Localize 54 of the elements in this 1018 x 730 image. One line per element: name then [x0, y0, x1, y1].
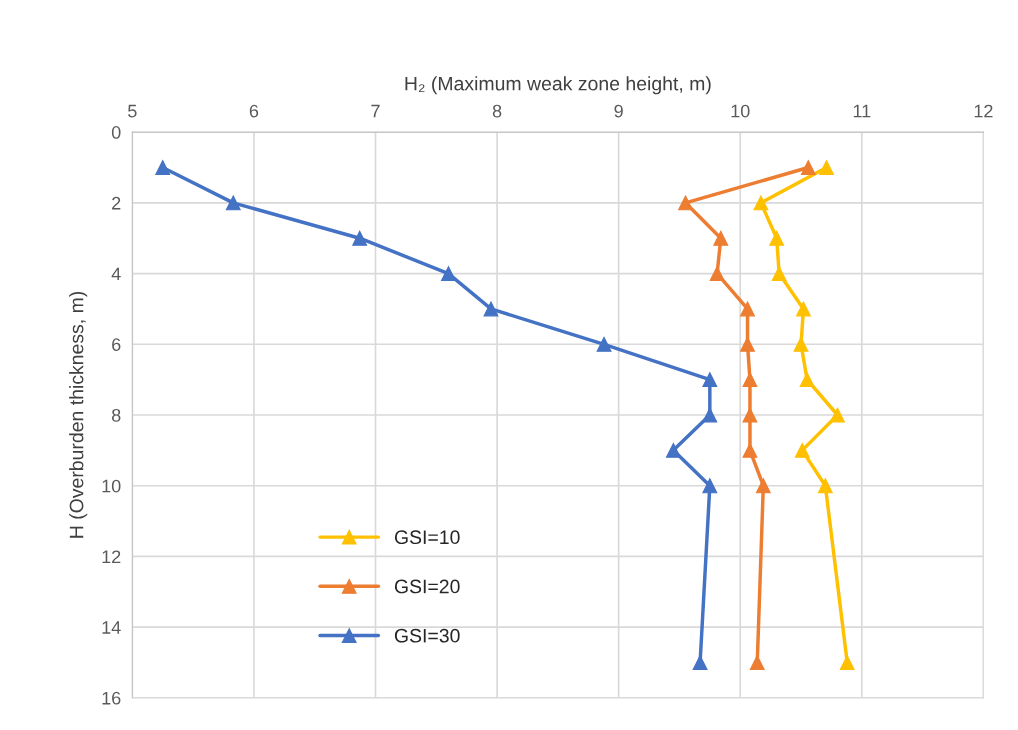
point	[800, 160, 816, 175]
point	[819, 160, 835, 175]
y-axis-title: H (Overburden thickness, m)	[69, 291, 88, 538]
legend-label: GSI=10	[394, 530, 460, 545]
x-tick-label: 10	[731, 104, 750, 118]
x-tick-label: 11	[853, 104, 871, 118]
point	[352, 230, 368, 246]
point	[771, 266, 787, 282]
x-tick-label: 5	[128, 104, 137, 118]
point	[793, 336, 809, 352]
point	[440, 266, 456, 282]
point	[702, 407, 718, 423]
point	[742, 372, 758, 388]
legend-label: GSI=20	[394, 579, 460, 594]
point	[799, 372, 815, 388]
x-tick-label: 12	[974, 104, 993, 118]
y-tick-label: 12	[102, 550, 121, 563]
point	[817, 478, 833, 494]
point	[795, 301, 811, 317]
x-tick-label: 6	[249, 104, 259, 118]
point	[702, 478, 718, 494]
y-tick-label: 4	[111, 267, 121, 281]
y-tick-label: 10	[102, 479, 121, 493]
point	[692, 655, 708, 670]
y-tick-label: 14	[102, 621, 121, 634]
y-tick-label: 2	[112, 196, 121, 210]
point	[483, 301, 499, 317]
point	[769, 230, 785, 246]
y-tick-label: 0	[111, 126, 121, 139]
legend-label: GSI=30	[394, 628, 460, 643]
point	[225, 195, 241, 211]
point	[709, 266, 725, 282]
point	[678, 195, 693, 211]
point	[713, 230, 729, 246]
point	[794, 442, 810, 458]
point	[753, 195, 769, 211]
x-tick-label: 7	[371, 104, 380, 118]
y-tick-label: 8	[111, 408, 121, 422]
point	[749, 655, 765, 670]
point	[742, 442, 758, 458]
x-tick-label: 9	[614, 104, 623, 118]
point	[742, 407, 758, 423]
point	[830, 407, 845, 423]
point	[665, 442, 681, 458]
x-axis-title: H₂ (Maximum weak zone height, m)	[405, 76, 711, 95]
point	[839, 655, 855, 670]
point	[155, 160, 171, 175]
point	[596, 336, 612, 352]
point	[755, 478, 771, 494]
y-tick-label: 6	[112, 338, 121, 352]
point	[740, 301, 755, 317]
y-tick-label: 16	[102, 691, 121, 705]
x-tick-label: 8	[492, 104, 502, 118]
point	[702, 372, 718, 388]
